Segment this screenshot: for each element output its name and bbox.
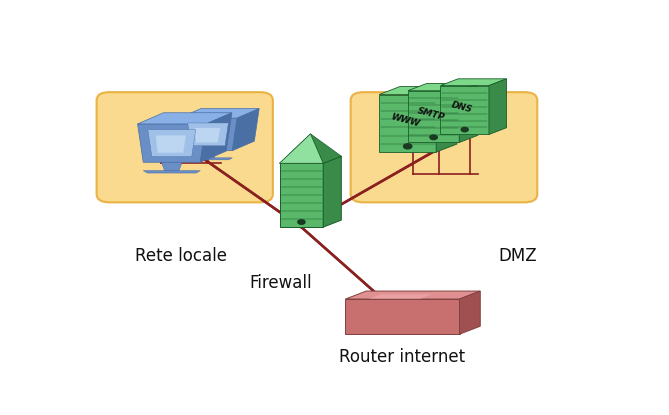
Polygon shape	[408, 91, 459, 142]
Polygon shape	[436, 87, 457, 152]
Polygon shape	[188, 123, 228, 146]
Circle shape	[461, 127, 468, 132]
Polygon shape	[440, 79, 506, 85]
Polygon shape	[138, 124, 206, 162]
Polygon shape	[280, 134, 323, 163]
Polygon shape	[179, 109, 259, 118]
Polygon shape	[280, 163, 323, 227]
Polygon shape	[280, 156, 341, 163]
Polygon shape	[138, 113, 232, 124]
Polygon shape	[379, 87, 457, 95]
Polygon shape	[280, 134, 310, 163]
Text: Firewall: Firewall	[250, 274, 312, 292]
FancyBboxPatch shape	[351, 92, 537, 203]
Polygon shape	[460, 291, 480, 334]
Polygon shape	[156, 135, 186, 153]
Polygon shape	[199, 151, 217, 158]
Text: WWW: WWW	[389, 112, 420, 129]
Polygon shape	[184, 158, 232, 160]
Circle shape	[403, 144, 412, 149]
Polygon shape	[179, 118, 237, 151]
Polygon shape	[161, 162, 182, 171]
Polygon shape	[459, 83, 478, 142]
Polygon shape	[143, 171, 200, 173]
Polygon shape	[489, 79, 506, 134]
Text: Router internet: Router internet	[339, 348, 466, 366]
Text: DNS: DNS	[451, 100, 474, 115]
Polygon shape	[323, 156, 341, 227]
Polygon shape	[345, 291, 480, 299]
Polygon shape	[200, 113, 232, 162]
Polygon shape	[440, 85, 489, 134]
Polygon shape	[195, 128, 220, 142]
Polygon shape	[310, 134, 341, 163]
Polygon shape	[345, 299, 460, 334]
Polygon shape	[148, 129, 196, 156]
Polygon shape	[408, 83, 478, 91]
Text: SMTP: SMTP	[416, 106, 446, 122]
Text: Rete locale: Rete locale	[135, 247, 227, 265]
Polygon shape	[379, 95, 436, 152]
FancyBboxPatch shape	[96, 92, 273, 203]
Circle shape	[430, 135, 438, 139]
Text: DMZ: DMZ	[498, 247, 537, 265]
Polygon shape	[368, 294, 432, 299]
Circle shape	[298, 220, 305, 224]
Polygon shape	[232, 109, 259, 151]
